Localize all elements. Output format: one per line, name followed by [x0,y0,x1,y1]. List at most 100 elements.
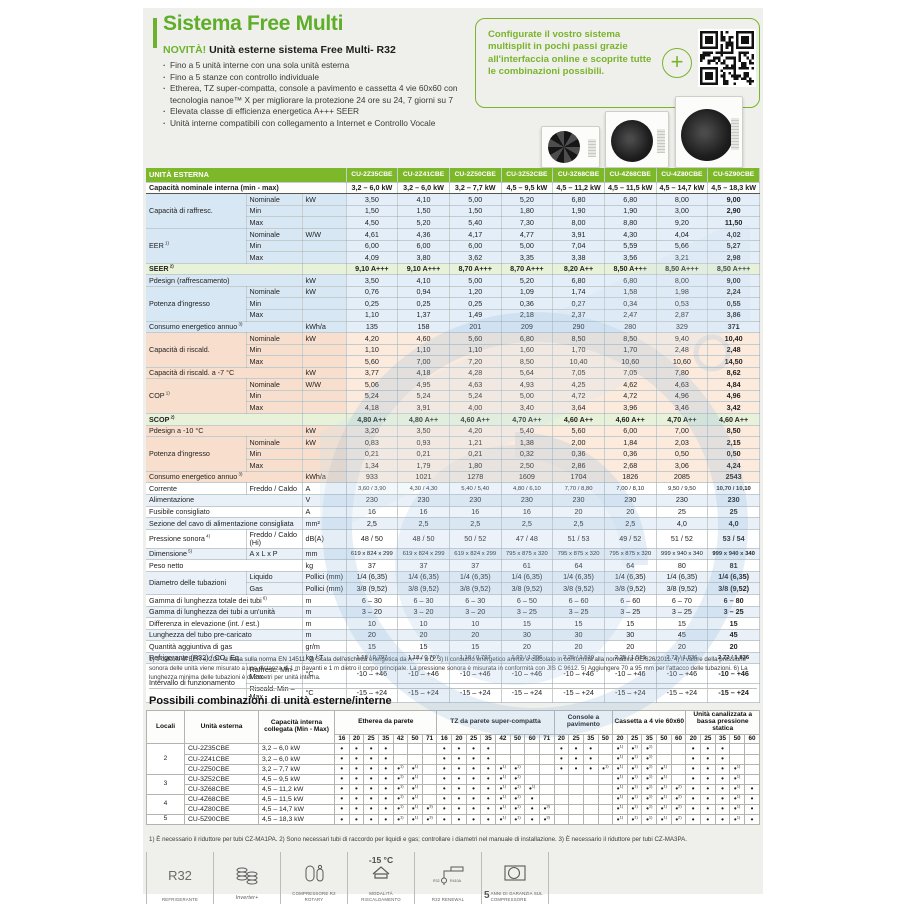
spec-unit: mm² [302,517,347,530]
spec-value: 0,25 [346,297,399,310]
spec-value: 2,87 [656,309,709,322]
combo-dot-cell: • [480,743,497,755]
spec-value: 5,06 [346,378,399,391]
spec-value: 230 [604,493,657,507]
combo-dot-cell [743,773,761,785]
combo-dot-cell: • [363,814,379,826]
spec-value: 4,96 [656,390,709,403]
spec-value: 795 x 875 x 320 [501,547,554,561]
spec-value: 6,80 [604,193,657,206]
page-subtitle: NOVITÀ! Unità esterne sistema Free Multi… [163,44,396,56]
spec-value: -15 – +24 [552,683,605,703]
spec-value: 8,70 A+++ [501,262,554,276]
spec-value: 7,80 [656,366,709,380]
spec-value: 4,28 [449,366,502,380]
spec-value: 4,60 A++ [604,413,657,426]
spec-value: 2,90 [707,205,760,218]
spec-row-label: Capacità di riscald. a -7 °C [146,366,303,380]
combo-dot-cell [553,783,570,796]
spec-value: 3,64 [552,401,605,414]
spec-value: 3,62 [449,251,502,264]
spec-value: 45 [707,628,760,642]
spec-value: 0,21 [346,448,399,461]
combo-dot-cell: • [480,793,497,806]
spec-value: 3,46 [656,401,709,414]
spec-value: 9,10 A+++ [397,262,450,276]
indoor-type-header: Unità canalizzata a bassa pressione stat… [685,710,760,735]
spec-row: Corrente Freddo / Caldo A 3,60 / 3,90 4,30 /… [146,482,760,495]
spec-value: 2,68 [604,459,657,472]
combo-dot-cell [743,763,761,775]
combo-dot-cell [553,773,570,785]
spec-value: 3 – 25 [656,605,709,619]
badge-r32: R32 REFRIGERANTE [146,852,214,904]
spec-value: 7,00 [656,424,709,438]
spec-value: 6,80 [552,193,605,206]
combo-dot-cell: • [568,763,584,775]
spec-value: 4,77 [501,228,554,241]
spec-unit: dB(A) [302,528,347,549]
spec-value: 4,80 / 6,10 [501,482,554,495]
spec-row: Diametro delle tubazioni Liquido Pollici (… [146,570,760,596]
spec-value: 2,98 [707,251,760,264]
spec-value: 6,00 [346,240,399,253]
combo-dot-cell [407,743,423,755]
spec-row: Potenza d'ingresso Nominale kW 0,76 0,94 1,20… [146,285,760,322]
spec-value: 1/4 (6,35) [346,570,399,584]
spec-value: 933 [346,470,399,484]
combo-dot-cell: • [685,743,702,755]
combo-dot-cell: • [348,753,365,765]
spec-value: 1/4 (6,35) [552,570,605,584]
spec-unit: kW [302,193,347,206]
combo-dot-cell: •1) [612,814,628,826]
spec-value: 4,20 [346,332,399,345]
spec-value: 5,24 [397,390,450,403]
combo-dot-cell: • [334,804,350,816]
combo-row: CU-3Z68CBE 4,5 – 11,2 kW • • • • •1) •1) • • • • •1)… [147,783,761,796]
combo-dot-cell: • [465,814,482,826]
spec-value: 1,74 [552,285,605,299]
qr-code[interactable] [698,29,756,87]
combo-dot-cell: • [451,753,467,765]
combo-row: 2 CU-2Z35CBE 3,2 – 6,0 kW • • • • • • • • • • • •1) •1)… [146,743,761,775]
bullet-item: Fino a 5 unità interne con una sola unit… [163,60,465,72]
model-header: CU-2Z41CBE [397,168,450,183]
page-title: Sistema Free Multi [163,12,344,35]
combo-capacity-cell: 4,5 – 9,5 kW [258,773,335,785]
combo-dot-cell [597,743,614,755]
spec-value: 1704 [552,470,605,484]
combo-dot-cell: • [334,783,350,796]
spec-value: 0,94 [397,285,450,299]
spec-value: 37 [346,559,399,572]
spec-value: 1/4 (6,35) [397,570,450,584]
spec-row-label: Pressione sonora 4) [146,528,247,549]
spec-value: 9,00 [707,274,760,287]
spec-value: 8,00 [656,193,709,206]
combo-model-cell: CU-4Z80CBE [184,804,259,816]
spec-value: 8,50 A+++ [656,262,709,276]
spec-unit: kW [302,274,347,287]
spec-value: 81 [707,559,760,572]
badge-heating: -15 °C MODALITÀ RISCALDAMENTO [348,852,415,904]
spec-row-label: Lunghezza del tubo pre-caricato [146,628,303,642]
capacity-value: 4,5 – 18,3 kW [707,181,760,195]
combo-dot-cell: • [714,804,731,816]
spec-value: 6,00 [449,240,502,253]
spec-value: 1,79 [397,459,450,472]
indoor-type-header: TZ da parete super-compatta [436,710,555,735]
spec-value: 5,20 [501,274,554,287]
spec-sub-label: Max [246,251,303,264]
combo-dot-cell [568,793,584,806]
spec-value: 201 [449,320,502,334]
spec-table: UNITÀ ESTERNA CU-2Z35CBE CU-2Z41CBE CU-2Z50… [146,168,760,703]
spec-sub-label: Gas [246,582,303,595]
size-header: 20 [553,733,570,745]
size-header: 60 [524,733,540,745]
combo-dot-cell: • [334,753,350,765]
size-header: 20 [685,733,702,745]
combo-dot-cell [568,804,584,816]
spec-row-label: SEER 2) [146,262,303,276]
spec-value: 6,80 [501,332,554,345]
spec-value: 8,50 [501,355,554,368]
